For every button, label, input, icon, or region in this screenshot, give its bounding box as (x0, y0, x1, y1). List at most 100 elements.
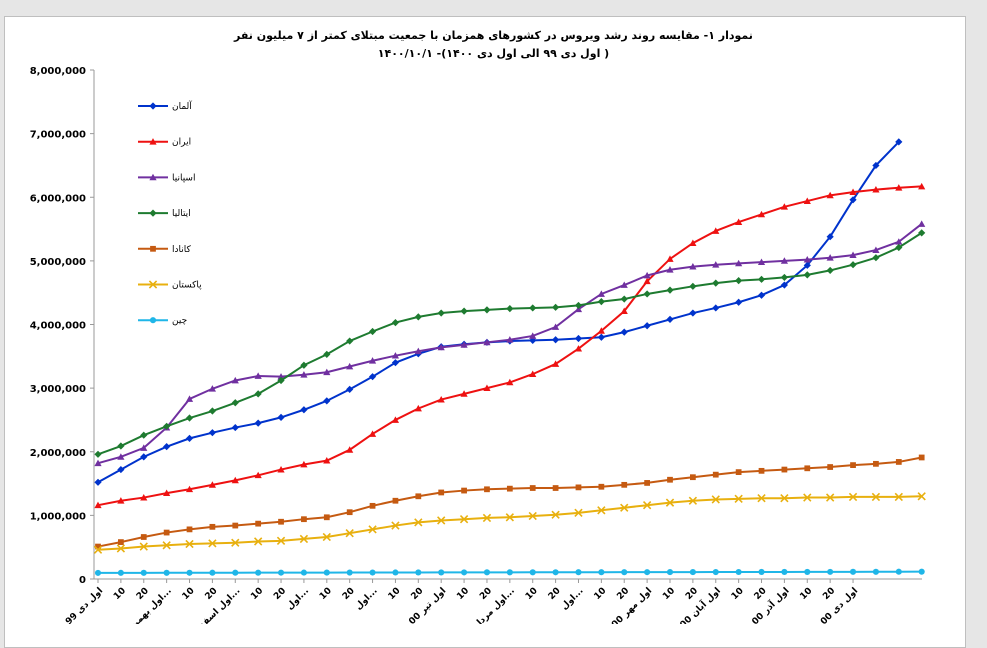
data-point (392, 569, 399, 576)
data-point (597, 297, 605, 306)
data-point (918, 454, 925, 461)
x-tick-label: 10 (112, 586, 128, 602)
x-tick-label: 20 (135, 586, 151, 602)
data-point (872, 254, 880, 262)
data-point (666, 315, 674, 324)
data-point (620, 295, 628, 303)
data-point (894, 492, 903, 502)
data-point (254, 390, 262, 398)
x-tick-label: 20 (615, 586, 631, 602)
data-point (803, 256, 811, 263)
legend-label: ایران (172, 138, 191, 148)
data-point (415, 493, 422, 500)
data-point (575, 484, 582, 491)
data-point (848, 492, 858, 502)
data-point (689, 309, 697, 317)
data-point (208, 429, 216, 437)
data-point (414, 404, 422, 412)
data-point (323, 457, 331, 464)
data-point (597, 290, 605, 297)
data-point (506, 569, 513, 576)
data-point (460, 390, 468, 397)
data-point (140, 534, 147, 540)
data-point (597, 506, 606, 515)
data-point (209, 569, 216, 576)
data-point (208, 539, 217, 548)
data-point (873, 460, 879, 467)
data-point (780, 494, 789, 503)
data-point (780, 257, 788, 264)
x-tick-label: 10 (387, 586, 403, 602)
data-point (322, 532, 331, 542)
data-point (688, 496, 698, 505)
data-point (392, 497, 399, 504)
data-point (551, 510, 560, 519)
data-point (415, 569, 422, 576)
data-point (209, 523, 216, 530)
data-point (300, 460, 308, 468)
data-point (917, 492, 926, 501)
data-point (712, 471, 719, 478)
data-point (185, 485, 194, 493)
data-point (621, 569, 628, 576)
data-point (849, 251, 857, 259)
data-point (346, 509, 353, 516)
data-point (300, 361, 308, 369)
data-point (781, 568, 788, 575)
data-point (345, 529, 354, 538)
data-point (849, 568, 857, 575)
y-tick-label: 1,000,000 (30, 511, 86, 522)
data-point (346, 385, 354, 393)
legend-label: اسپانیا (172, 173, 195, 183)
data-point (482, 513, 492, 523)
data-point (231, 423, 239, 432)
data-point (277, 569, 285, 576)
y-tick-label: 3,000,000 (30, 384, 86, 395)
data-point (734, 494, 743, 503)
data-point (94, 450, 102, 458)
data-point (414, 313, 422, 321)
data-point (414, 347, 422, 355)
data-point (163, 489, 171, 496)
data-point (232, 522, 239, 529)
data-point (895, 459, 902, 465)
data-point (780, 203, 788, 210)
legend-label: چین (172, 316, 187, 326)
data-point (529, 485, 536, 491)
data-point (644, 480, 650, 486)
x-tick-label: اول دی 99 (64, 586, 105, 624)
data-point (872, 568, 879, 575)
data-point (574, 508, 583, 517)
data-point (895, 243, 903, 252)
data-point (323, 514, 330, 521)
data-point (95, 543, 101, 550)
chart-subtitle: ( اول دی ۹۹ الی اول دی ۱۴۰۰)- ۱۴۰۰/۱۰/۱ (377, 47, 610, 60)
data-point (895, 184, 903, 191)
data-point (368, 430, 377, 437)
data-point (140, 444, 148, 451)
data-point (552, 336, 560, 344)
x-tick-label: اول آذر 00 (749, 585, 792, 624)
data-point (826, 266, 834, 275)
data-point (574, 334, 583, 343)
data-point (208, 385, 216, 392)
data-point (140, 431, 148, 439)
data-point (483, 306, 491, 314)
data-point (185, 434, 194, 442)
data-point (461, 487, 467, 494)
series-line (97, 456, 922, 548)
data-point (346, 362, 354, 370)
data-point (918, 182, 926, 190)
data-point (712, 304, 720, 312)
data-point (712, 279, 720, 287)
x-tick-label: اول بهمن... (129, 586, 174, 624)
data-point (690, 474, 696, 481)
x-tick-label: اول... (285, 586, 311, 612)
data-point (849, 261, 857, 269)
data-point (140, 493, 148, 501)
data-point (231, 476, 239, 484)
data-point (850, 462, 856, 468)
x-tick-label: 10 (318, 586, 334, 602)
data-point (369, 569, 376, 576)
data-point (323, 350, 331, 359)
